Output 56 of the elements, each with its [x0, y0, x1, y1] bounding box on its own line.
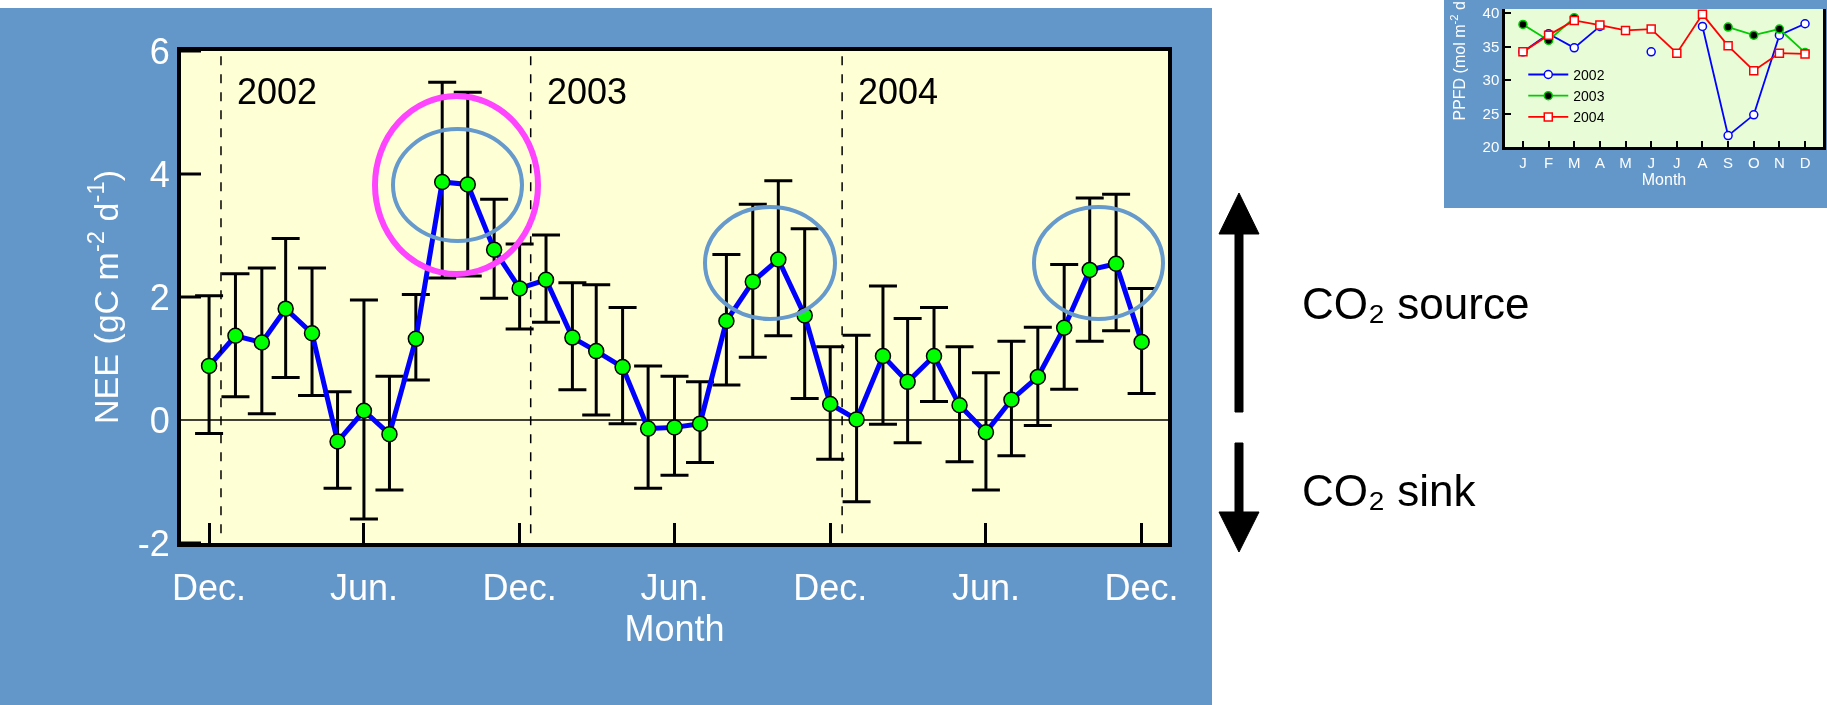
point — [1620, 25, 1631, 36]
x-tick-label: J — [1519, 153, 1527, 171]
x-tick-label: Jun. — [329, 567, 398, 609]
point — [1646, 47, 1656, 57]
x-tick-label: Dec. — [172, 567, 247, 609]
point — [1800, 18, 1810, 29]
text: CO₂ sink — [1302, 466, 1477, 515]
point — [1774, 24, 1785, 34]
point — [1774, 48, 1785, 58]
point — [1697, 21, 1708, 32]
x-tick-label: M — [1619, 153, 1632, 171]
point — [1723, 130, 1733, 141]
legend-label: 2004 — [1573, 109, 1605, 126]
x-tick-label: Jun. — [951, 567, 1020, 609]
x-tick-label: Dec. — [1104, 567, 1179, 609]
x-tick-label: N — [1773, 153, 1785, 171]
point — [1646, 24, 1656, 34]
legend-label: 2002 — [1573, 66, 1605, 83]
x-tick-label: A — [1697, 153, 1708, 171]
point — [1749, 65, 1759, 76]
x-tick-label: J — [1673, 153, 1681, 171]
y-tick-label: 2 — [149, 276, 170, 318]
x-tick-label: F — [1544, 153, 1554, 171]
point — [1672, 48, 1682, 58]
y-tick-label: 35 — [1482, 37, 1500, 55]
y-tick-label: 20 — [1482, 138, 1500, 156]
y-tick-label: 6 — [149, 30, 170, 72]
ref-line-label: 2004 — [858, 71, 939, 112]
x-tick-label: J — [1647, 153, 1655, 171]
point — [1749, 110, 1759, 120]
point — [1749, 30, 1759, 40]
x-tick-label: A — [1594, 153, 1605, 171]
x-tick-label: D — [1799, 153, 1811, 171]
x-tick-label: Jun. — [640, 567, 709, 609]
x-tick-label: Dec. — [482, 567, 557, 609]
y-tick-label: 4 — [149, 153, 170, 195]
point — [1723, 22, 1733, 32]
x-axis-title: Month — [1641, 170, 1687, 188]
y-tick-label: 0 — [149, 399, 170, 441]
x-axis-title: Month — [624, 608, 725, 650]
point — [1518, 19, 1528, 30]
ref-line-label: 2002 — [237, 71, 318, 112]
y-tick-label: 40 — [1482, 4, 1500, 22]
y-tick-label: 25 — [1482, 104, 1500, 122]
legend-label: 2003 — [1573, 88, 1605, 105]
y-tick-label: -2 — [137, 522, 170, 564]
x-tick-label: M — [1567, 153, 1581, 171]
point — [1723, 41, 1733, 51]
y-tick-label: 30 — [1482, 71, 1500, 89]
x-tick-label: Dec. — [793, 567, 868, 609]
x-tick-label: S — [1723, 153, 1734, 171]
ref-line-label: 2003 — [547, 71, 628, 112]
point — [1569, 43, 1579, 53]
text: CO₂ source — [1302, 279, 1530, 328]
point — [1697, 9, 1708, 20]
x-tick-label: O — [1747, 153, 1760, 171]
